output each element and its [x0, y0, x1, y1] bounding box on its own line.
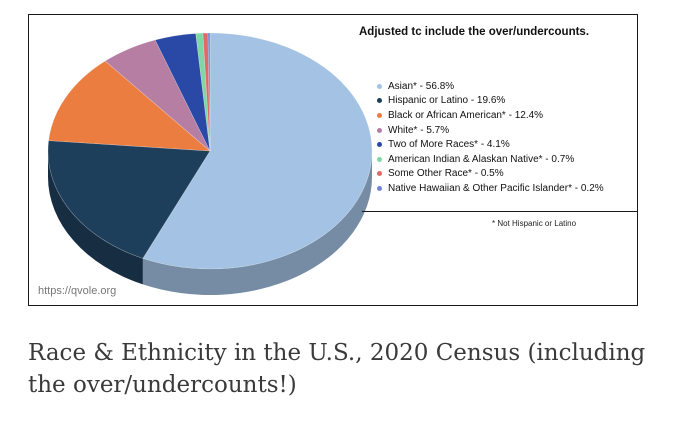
pie-slice [48, 60, 211, 152]
pie-slice [207, 32, 211, 152]
legend-swatch [377, 112, 382, 118]
pie-slice [154, 33, 211, 152]
pie-slice [47, 140, 211, 259]
legend-label: Asian* - 56.8% [388, 80, 455, 92]
pie-slice-side [48, 151, 143, 285]
legend-item: American Indian & Alaskan Native* - 0.7% [377, 152, 604, 167]
legend-divider [362, 211, 638, 212]
legend-swatch [377, 127, 382, 133]
pie-chart [47, 32, 373, 295]
pie-slice-side [142, 151, 372, 295]
legend-swatch [377, 185, 382, 191]
legend-swatch [377, 142, 382, 148]
pie-slice [104, 39, 211, 152]
legend-item: Black or African American* - 12.4% [377, 108, 604, 123]
legend-label: American Indian & Alaskan Native* - 0.7% [388, 153, 575, 165]
legend-label: Two of More Races* - 4.1% [388, 139, 510, 151]
chart-title: Adjusted tc include the over/undercounts… [359, 26, 590, 38]
legend-item: Hispanic or Latino - 19.6% [377, 94, 604, 109]
legend-item: Two of More Races* - 4.1% [377, 137, 604, 152]
pie-slice [202, 32, 211, 152]
legend-swatch [377, 156, 382, 162]
pie-slice [142, 32, 373, 270]
legend-item: Native Hawaiian & Other Pacific Islander… [377, 181, 604, 196]
legend-label: Native Hawaiian & Other Pacific Islander… [388, 182, 604, 194]
legend-swatch [377, 171, 382, 177]
legend-item: Some Other Race* - 0.5% [377, 167, 604, 182]
legend-swatch [377, 83, 382, 89]
pie-slice [195, 32, 211, 152]
legend-item: Asian* - 56.8% [377, 79, 604, 94]
figure-caption: Race & Ethnicity in the U.S., 2020 Censu… [28, 340, 646, 398]
source-watermark: https://qvole.org [38, 285, 117, 297]
legend-label: Black or African American* - 12.4% [388, 109, 544, 121]
legend-item: White* - 5.7% [377, 123, 604, 138]
legend-label: White* - 5.7% [388, 124, 450, 136]
legend-label: Hispanic or Latino - 19.6% [388, 95, 506, 107]
chart-frame: Adjusted tc include the over/undercounts… [28, 14, 638, 306]
legend: Asian* - 56.8% Hispanic or Latino - 19.6%… [377, 79, 604, 196]
footnote: * Not Hispanic or Latino [492, 219, 577, 228]
legend-label: Some Other Race* - 0.5% [388, 168, 504, 180]
legend-swatch [377, 98, 382, 104]
